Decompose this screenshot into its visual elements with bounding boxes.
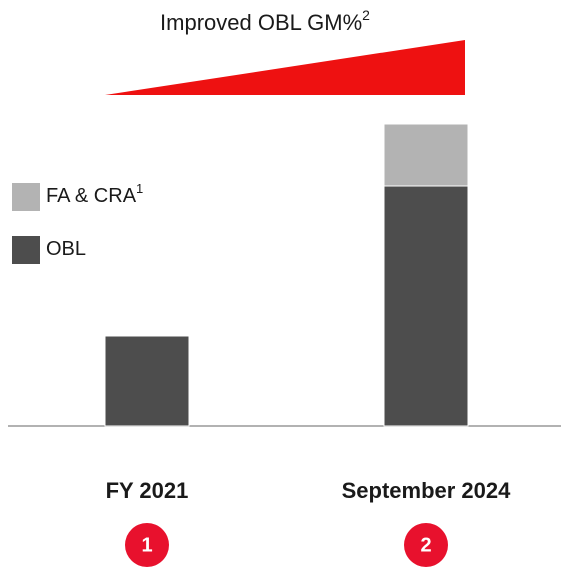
x-tick-label: FY 2021: [106, 478, 189, 503]
bar-segment: [383, 185, 469, 427]
legend-swatch: [12, 183, 40, 211]
title-superscript: 2: [362, 7, 370, 23]
title-text: Improved OBL GM%: [160, 10, 362, 35]
badge-label: 1: [141, 534, 152, 556]
bar-segment: [383, 123, 469, 187]
chart-title: Improved OBL GM%2: [160, 7, 370, 35]
badge: [125, 523, 169, 567]
legend-label: FA & CRA1: [46, 181, 143, 207]
legend-label: OBL: [46, 238, 86, 260]
trend-wedge: [105, 40, 465, 95]
bar-segment: [104, 335, 190, 427]
x-tick-label: September 2024: [342, 478, 512, 503]
legend-text: FA & CRA: [46, 185, 137, 207]
legend-swatch: [12, 236, 40, 264]
legend-superscript: 1: [136, 181, 143, 196]
badge-label: 2: [420, 534, 431, 556]
legend-text: OBL: [46, 238, 86, 260]
badge: [404, 523, 448, 567]
